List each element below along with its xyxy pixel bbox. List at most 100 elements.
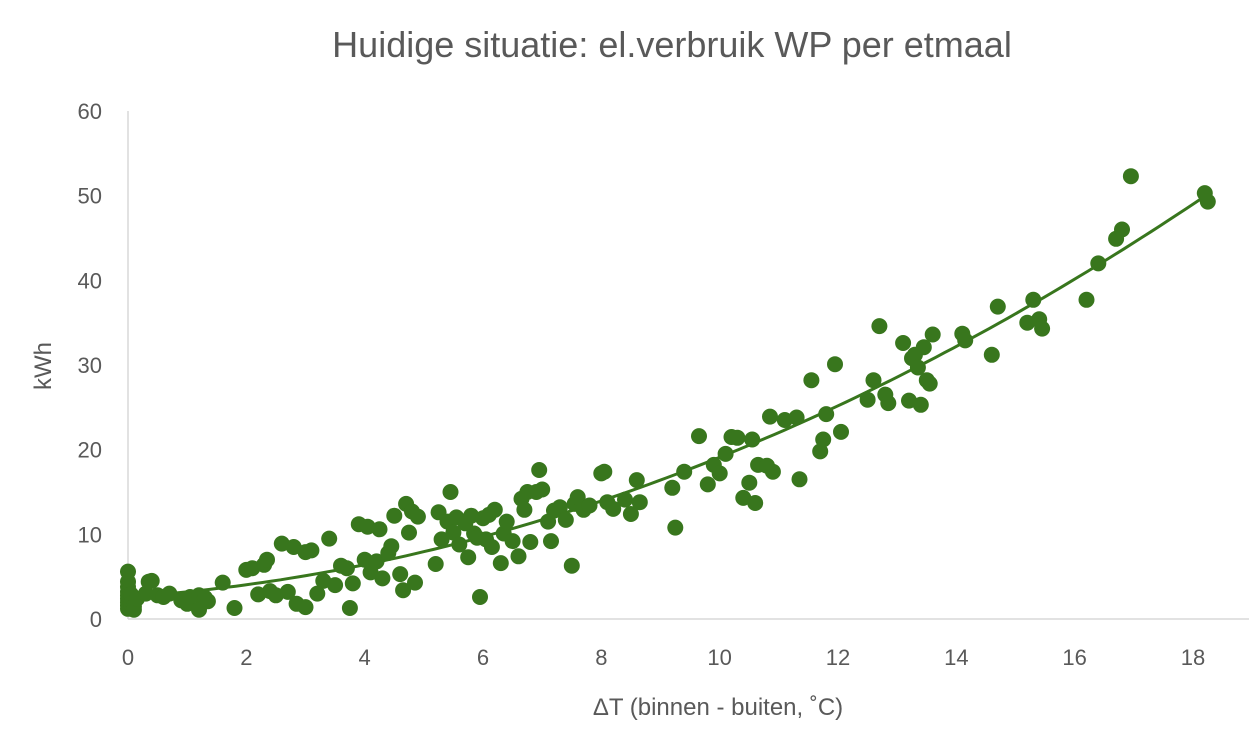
data-point	[989, 298, 1006, 315]
data-point	[676, 463, 693, 480]
data-point	[957, 332, 974, 349]
data-point	[1122, 168, 1139, 185]
data-point	[691, 428, 707, 445]
data-point	[344, 575, 361, 592]
data-point	[368, 553, 385, 570]
data-point	[516, 501, 533, 518]
data-point	[628, 472, 645, 489]
data-point	[871, 318, 888, 335]
x-axis-label: ΔT (binnen - buiten, ˚C)	[593, 694, 843, 721]
y-tick-label: 60	[78, 99, 102, 124]
data-point	[214, 574, 231, 591]
y-tick-label: 50	[78, 184, 102, 209]
data-point	[788, 409, 805, 426]
data-point	[445, 524, 462, 541]
x-tick-label: 16	[1062, 645, 1086, 670]
data-point	[407, 574, 423, 591]
data-point	[1078, 291, 1095, 308]
x-tick-label: 12	[826, 645, 850, 670]
data-point	[143, 572, 160, 589]
data-point	[664, 479, 681, 496]
data-point	[717, 445, 734, 462]
data-point	[791, 471, 808, 488]
data-point	[827, 356, 843, 373]
data-point	[815, 431, 832, 448]
x-tick-label: 14	[944, 645, 968, 670]
y-tick-label: 30	[78, 353, 102, 378]
x-tick-label: 8	[595, 645, 607, 670]
data-point	[563, 557, 580, 574]
data-point	[803, 372, 820, 389]
data-point	[557, 511, 574, 528]
data-point	[427, 556, 444, 572]
data-point	[451, 536, 468, 553]
data-point	[699, 476, 716, 493]
data-point	[915, 339, 932, 356]
data-point	[504, 533, 521, 550]
data-point	[581, 497, 598, 514]
data-point	[912, 396, 929, 413]
data-point	[596, 463, 613, 480]
data-point	[909, 359, 926, 376]
x-tick-label: 18	[1181, 645, 1205, 670]
data-point	[303, 542, 320, 559]
data-point	[983, 346, 1000, 363]
data-points	[120, 168, 1216, 618]
data-point	[667, 519, 684, 536]
x-tick-label: 6	[477, 645, 489, 670]
data-point	[880, 395, 897, 412]
y-axis-label: kWh	[30, 342, 57, 390]
data-point	[711, 465, 728, 482]
data-point	[1114, 221, 1130, 238]
y-tick-label: 10	[78, 522, 102, 547]
data-point	[1025, 291, 1042, 308]
data-point	[161, 585, 178, 602]
data-point	[510, 548, 527, 565]
data-point	[921, 375, 938, 392]
data-point	[534, 481, 551, 498]
data-point	[818, 406, 835, 423]
data-point	[531, 462, 548, 478]
data-point	[371, 521, 388, 538]
y-axis-ticks: 0 10 20 30 40 50 60	[78, 99, 102, 632]
data-point	[833, 423, 849, 440]
data-point	[392, 566, 409, 583]
data-point	[460, 549, 477, 566]
data-point	[472, 589, 488, 605]
data-point	[617, 491, 633, 508]
x-tick-label: 4	[359, 645, 371, 670]
data-point	[199, 593, 216, 610]
data-point	[327, 577, 344, 594]
data-point	[356, 551, 373, 568]
x-axis-ticks: 0 2 4 6 8 10 12 14 16 18	[122, 645, 1205, 670]
data-point	[433, 531, 450, 548]
data-point	[605, 500, 622, 517]
data-point	[622, 506, 639, 522]
data-point	[924, 326, 941, 343]
data-point	[498, 513, 515, 530]
data-point	[442, 484, 459, 500]
data-point	[1090, 255, 1107, 272]
data-point	[859, 391, 876, 408]
data-point	[279, 583, 296, 600]
data-point	[409, 508, 426, 525]
data-point	[747, 495, 764, 511]
data-point	[395, 582, 412, 599]
data-point	[483, 539, 500, 555]
data-point	[1199, 193, 1216, 210]
data-point	[386, 507, 403, 524]
data-point	[338, 560, 355, 577]
x-tick-label: 2	[240, 645, 252, 670]
data-point	[309, 585, 326, 602]
y-tick-label: 40	[78, 268, 102, 293]
data-point	[762, 408, 778, 425]
data-point	[543, 533, 559, 550]
data-point	[764, 463, 781, 480]
data-point	[374, 570, 391, 587]
data-point	[1034, 320, 1051, 337]
data-point	[297, 599, 314, 616]
data-point	[401, 524, 417, 541]
trendline	[127, 194, 1206, 599]
